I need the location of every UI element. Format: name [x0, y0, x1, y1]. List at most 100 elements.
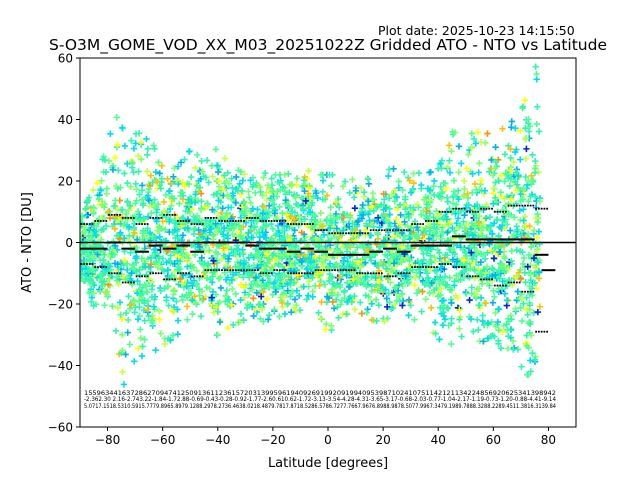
scatter-point [315, 309, 322, 317]
scatter-point [164, 266, 171, 274]
scatter-point [157, 185, 165, 192]
scatter-point [284, 233, 291, 240]
sd-dot [130, 217, 132, 219]
scatter-point [147, 172, 154, 179]
scatter-point [141, 336, 148, 343]
sd-dot [546, 207, 549, 210]
scatter-point [161, 340, 168, 348]
scatter-point [259, 229, 266, 237]
scatter-point [491, 244, 499, 252]
scatter-point [156, 233, 163, 240]
scatter-point [307, 224, 314, 231]
scatter-point [272, 288, 279, 296]
scatter-point [220, 252, 227, 260]
scatter-point [267, 220, 275, 228]
scatter-point [444, 229, 451, 236]
scatter-point [272, 272, 280, 280]
scatter-point [422, 224, 430, 232]
scatter-point [272, 171, 279, 179]
scatter-point [229, 184, 236, 192]
sd-dot [108, 272, 110, 275]
sd-dot [124, 217, 127, 219]
sd-dot [143, 275, 146, 278]
scatter-point [266, 202, 273, 209]
scatter-point [223, 210, 231, 217]
scatter-point [407, 302, 414, 309]
scatter-point [109, 303, 116, 310]
sd-dot [83, 263, 86, 265]
scatter-point [371, 286, 379, 293]
sd-dot [154, 217, 157, 219]
scatter-point [474, 316, 481, 323]
scatter-point [222, 261, 230, 269]
scatter-point [239, 177, 247, 184]
scatter-point [489, 230, 496, 238]
scatter-point [325, 237, 332, 245]
scatter-point [378, 213, 386, 220]
scatter-point [184, 216, 192, 223]
scatter-point [390, 233, 397, 240]
scatter-point [110, 238, 117, 245]
scatter-point [441, 222, 449, 230]
scatter-point [336, 274, 343, 281]
scatter-point [179, 214, 186, 222]
scatter-point [260, 203, 268, 211]
scatter-point [322, 243, 329, 250]
scatter-point [137, 139, 145, 146]
scatter-point [114, 304, 121, 312]
sd-dot [493, 210, 496, 213]
scatter-point [221, 172, 228, 179]
scatter-point [460, 256, 467, 263]
scatter-point [341, 294, 348, 302]
sd-dot [179, 272, 182, 275]
scatter-point [237, 191, 244, 198]
scatter-point [202, 231, 210, 239]
sd-dot [383, 229, 386, 232]
scatter-point [515, 269, 523, 276]
sd-dot [317, 269, 320, 272]
sd-dot [199, 275, 201, 278]
scatter-point [507, 175, 515, 183]
sd-dot [86, 263, 88, 265]
scatter-point [495, 327, 502, 334]
sd-dot [436, 266, 438, 268]
scatter-point [174, 306, 181, 313]
scatter-point [463, 290, 470, 297]
scatter-point [533, 120, 541, 128]
scatter-point [410, 170, 417, 177]
scatter-point [274, 222, 282, 229]
sd-dot [408, 272, 411, 275]
scatter-point [438, 235, 446, 243]
scatter-point [171, 249, 178, 257]
scatter-point [128, 301, 135, 309]
scatter-point [479, 251, 487, 258]
scatter-point [322, 326, 329, 333]
sd-dot [88, 223, 91, 225]
scatter-point [117, 229, 124, 236]
scatter-point [370, 207, 378, 215]
sd-dot [223, 269, 226, 272]
scatter-point [235, 222, 243, 229]
sd-dot [524, 290, 526, 293]
sd-dot [449, 263, 452, 265]
scatter-point [291, 227, 298, 234]
sd-dot [397, 272, 400, 275]
sd-dot [113, 213, 116, 216]
scatter-point [465, 151, 472, 158]
scatter-point [212, 146, 220, 153]
scatter-point [237, 168, 245, 176]
scatter-point [319, 177, 327, 184]
scatter-point [498, 260, 505, 267]
scatter-point [341, 178, 349, 185]
sd-dot [342, 269, 345, 272]
scatter-point [326, 171, 333, 179]
scatter-point [444, 198, 452, 206]
scatter-point [86, 266, 93, 274]
sd-dot [372, 272, 375, 275]
sd-dot [339, 232, 342, 235]
sd-dot [212, 217, 215, 219]
x-tick-label: 40 [431, 433, 446, 447]
scatter-point [328, 219, 336, 226]
scatter-point [517, 275, 525, 283]
sd-dot [529, 204, 532, 207]
